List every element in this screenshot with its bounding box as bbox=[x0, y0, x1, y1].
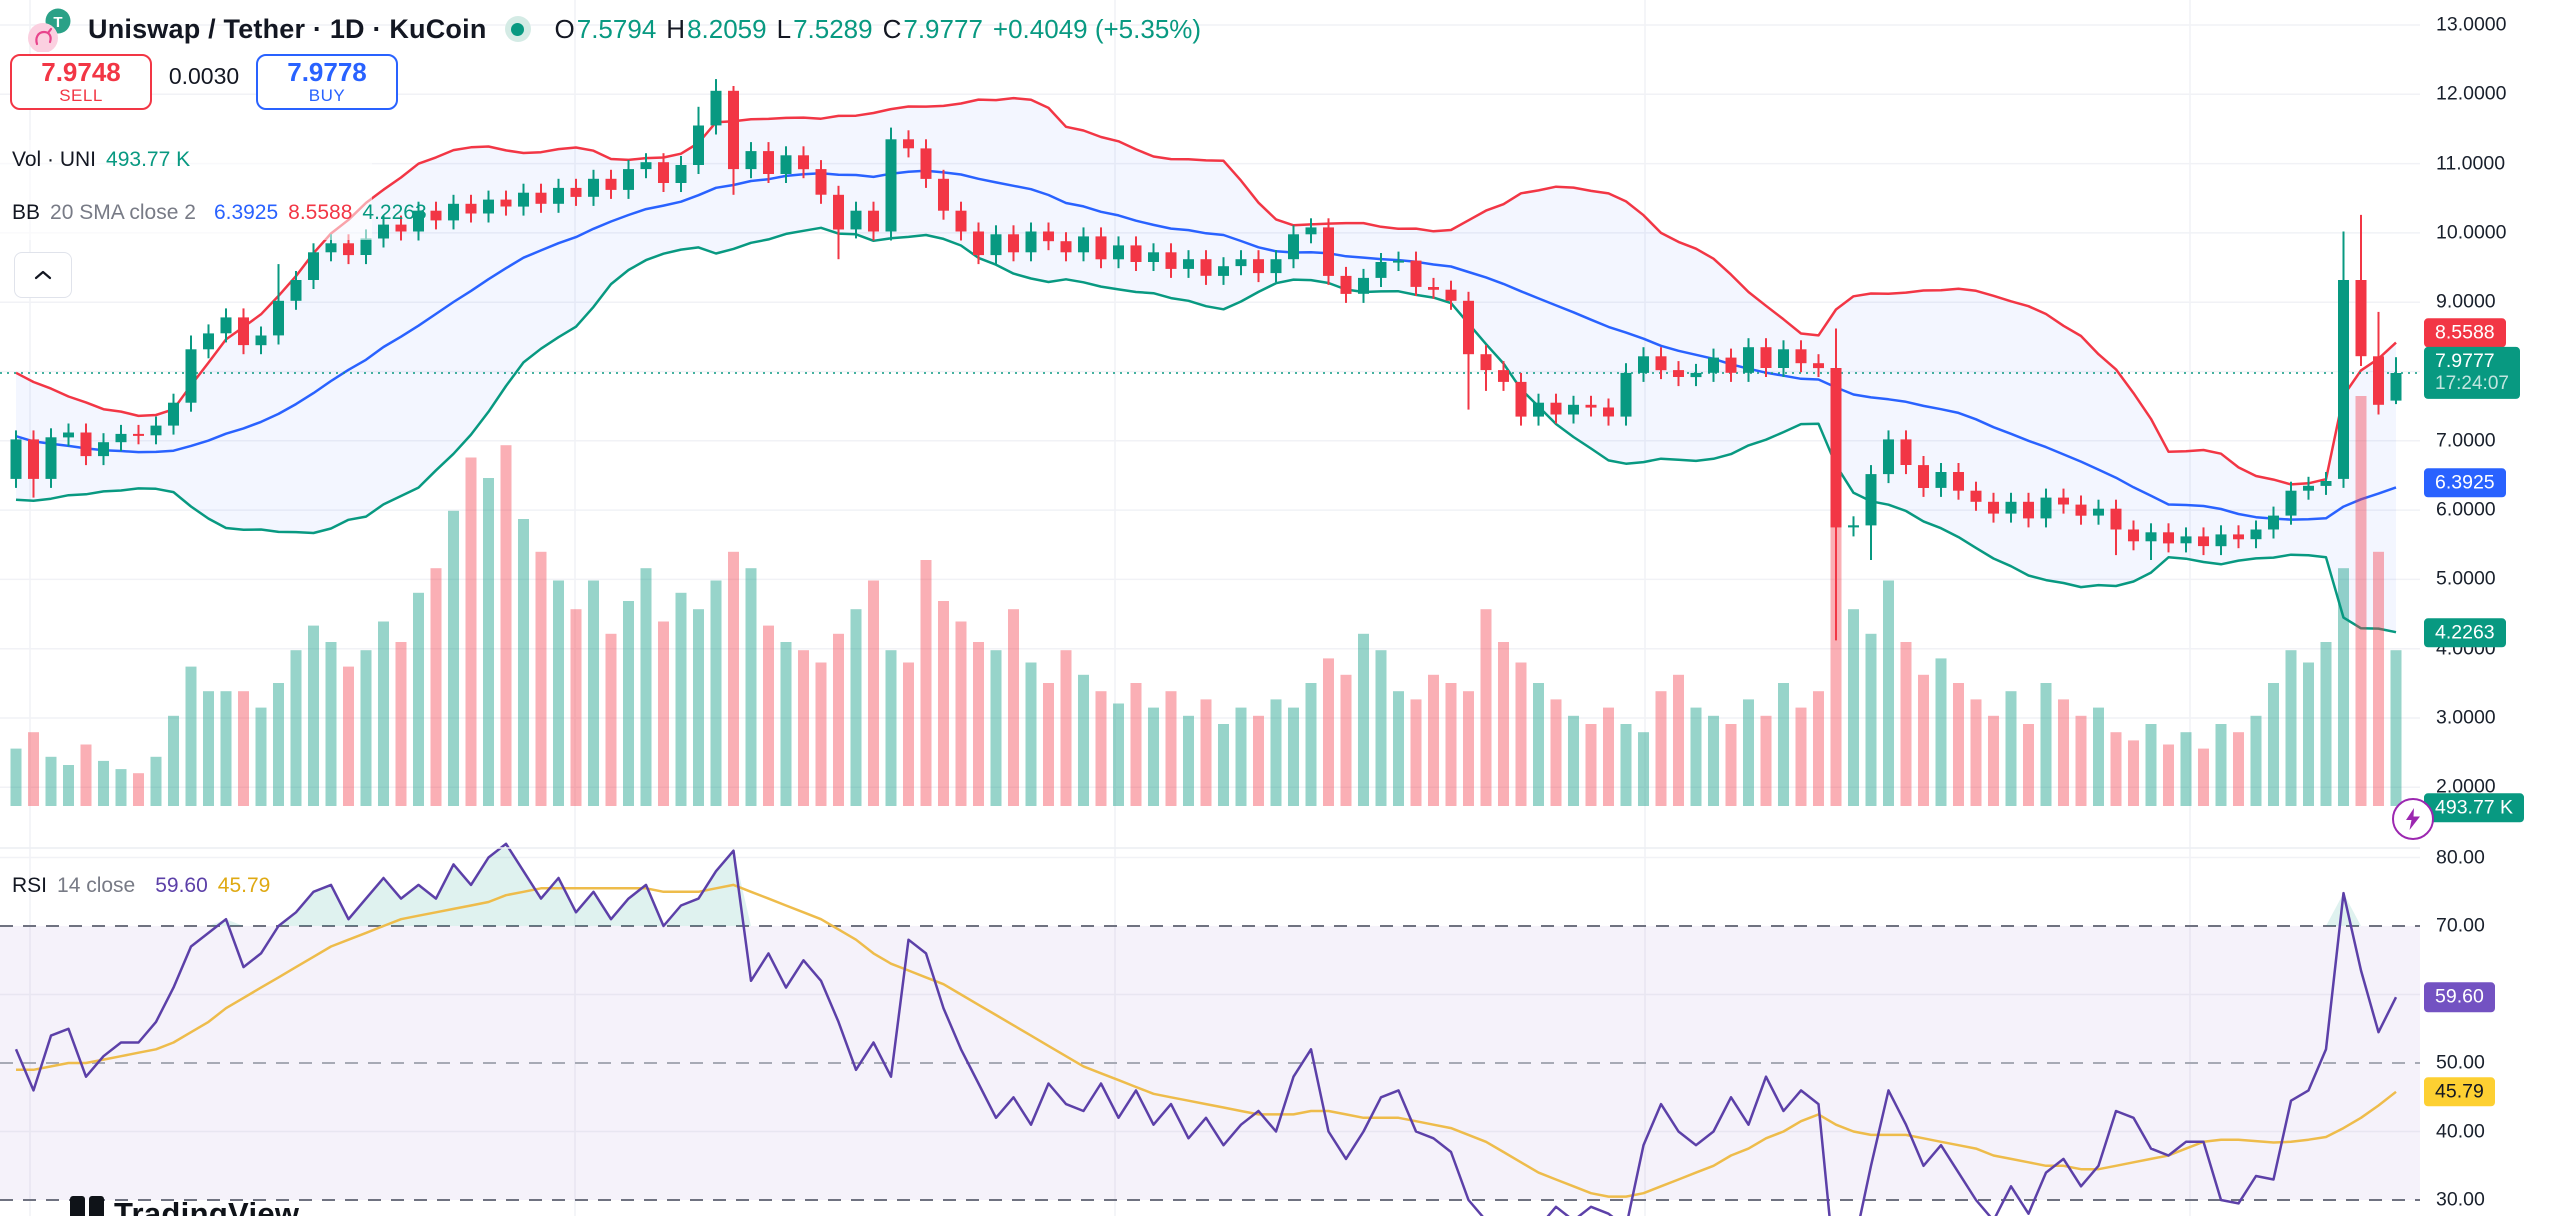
last-price-badge: 7.9777 17:24:07 bbox=[2424, 346, 2520, 400]
price-tick-10.0000: 10.0000 bbox=[2436, 221, 2507, 244]
rsi-legend-value: 59.60 bbox=[155, 874, 208, 897]
rsi-ma-badge: 45.79 bbox=[2424, 1077, 2495, 1107]
spread-value: 0.0030 bbox=[168, 62, 240, 89]
tradingview-watermark: TradingView bbox=[70, 1196, 299, 1216]
low-value: 7.5289 bbox=[793, 13, 873, 44]
low-label: L bbox=[776, 13, 792, 44]
buy-button[interactable]: 7.9778 BUY bbox=[256, 54, 398, 110]
price-tick-9.0000: 9.0000 bbox=[2436, 290, 2496, 313]
volume-legend[interactable]: Vol · UNI 493.77 K bbox=[12, 148, 190, 172]
rsi-tick-50.00: 50.00 bbox=[2436, 1051, 2485, 1074]
chevron-up-icon bbox=[34, 270, 52, 280]
bb-lower-badge: 4.2263 bbox=[2424, 618, 2506, 648]
price-tick-2.0000: 2.0000 bbox=[2436, 775, 2496, 798]
volume-legend-label: Vol · UNI bbox=[12, 148, 97, 171]
svg-text:T: T bbox=[53, 14, 62, 31]
change-value: +0.4049 (+5.35%) bbox=[992, 13, 1202, 44]
lightning-icon bbox=[2406, 808, 2420, 830]
volume-badge: 493.77 K bbox=[2424, 793, 2525, 823]
close-label: C bbox=[882, 13, 902, 44]
sell-price: 7.9748 bbox=[41, 57, 121, 88]
rsi-legend[interactable]: RSI 14 close 59.60 45.79 bbox=[12, 874, 270, 898]
sell-button[interactable]: 7.9748 SELL bbox=[10, 54, 152, 110]
rsi-tick-80.00: 80.00 bbox=[2436, 846, 2485, 868]
high-value: 8.2059 bbox=[687, 13, 767, 44]
close-value: 7.9777 bbox=[903, 13, 983, 44]
bb-legend[interactable]: BB 20 SMA close 2 6.3925 8.5588 4.2263 bbox=[12, 201, 427, 225]
chart-header: T Uniswap / Tether · 1D · KuCoin O 7.5794… bbox=[12, 6, 1202, 53]
sell-label: SELL bbox=[59, 85, 103, 105]
bb-legend-params: 20 SMA close 2 bbox=[50, 201, 196, 224]
tradingview-logo-icon bbox=[70, 1196, 104, 1216]
tradingview-wordmark: TradingView bbox=[114, 1196, 300, 1216]
boost-button[interactable] bbox=[2392, 798, 2434, 840]
ohlc-values: O 7.5794 H 8.2059 L 7.5289 C 7.9777 +0.4049 … bbox=[555, 14, 1202, 45]
rsi-legend-label: RSI bbox=[12, 874, 48, 897]
buy-price: 7.9778 bbox=[287, 57, 367, 88]
high-label: H bbox=[666, 13, 686, 44]
bb-legend-label: BB bbox=[12, 201, 41, 224]
market-status-icon[interactable] bbox=[504, 16, 531, 42]
bb-basis-value: 6.3925 bbox=[213, 201, 279, 224]
symbol-title[interactable]: Uniswap / Tether · 1D · KuCoin bbox=[88, 13, 487, 44]
pair-logos: T bbox=[12, 6, 74, 53]
price-tick-6.0000: 6.0000 bbox=[2436, 498, 2496, 521]
uniswap-icon bbox=[28, 23, 58, 53]
rsi-ma-legend-value: 45.79 bbox=[217, 874, 271, 897]
rsi-value-badge: 59.60 bbox=[2424, 982, 2495, 1012]
open-label: O bbox=[554, 13, 575, 44]
rsi-legend-params: 14 close bbox=[57, 874, 136, 897]
bb-upper-value: 8.5588 bbox=[288, 201, 353, 224]
open-value: 7.5794 bbox=[576, 13, 657, 44]
rsi-tick-40.00: 40.00 bbox=[2436, 1120, 2485, 1142]
order-panel: 7.9748 SELL 0.0030 7.9778 BUY bbox=[10, 54, 398, 110]
price-tick-11.0000: 11.0000 bbox=[2436, 152, 2506, 175]
rsi-tick-70.00: 70.00 bbox=[2436, 914, 2485, 937]
bb-lower-value: 4.2263 bbox=[362, 201, 427, 224]
collapse-pane-button[interactable] bbox=[14, 252, 72, 298]
bb-upper-badge: 8.5588 bbox=[2424, 318, 2506, 348]
price-tick-12.0000: 12.0000 bbox=[2436, 82, 2507, 105]
price-tick-5.0000: 5.0000 bbox=[2436, 567, 2496, 590]
buy-label: BUY bbox=[308, 85, 346, 105]
bb-basis-badge: 6.3925 bbox=[2424, 468, 2506, 498]
volume-legend-value: 493.77 K bbox=[106, 148, 191, 171]
price-tick-13.0000: 13.0000 bbox=[2436, 13, 2507, 36]
price-tick-3.0000: 3.0000 bbox=[2436, 706, 2496, 729]
price-tick-7.0000: 7.0000 bbox=[2436, 429, 2496, 452]
rsi-tick-30.00: 30.00 bbox=[2436, 1188, 2485, 1211]
